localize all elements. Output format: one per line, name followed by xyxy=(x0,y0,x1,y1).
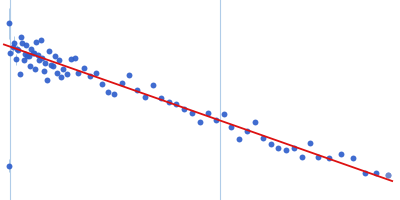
Point xyxy=(11,41,17,44)
Point xyxy=(260,136,266,139)
Point xyxy=(50,65,56,68)
Point xyxy=(31,51,37,54)
Point xyxy=(16,72,23,76)
Point xyxy=(212,118,219,121)
Point xyxy=(205,111,211,115)
Point xyxy=(307,141,313,144)
Point xyxy=(350,156,356,160)
Point xyxy=(38,38,44,41)
Point xyxy=(18,35,24,38)
Point xyxy=(326,157,333,160)
Point xyxy=(283,149,290,152)
Point xyxy=(58,76,64,79)
Point xyxy=(197,121,203,124)
Point xyxy=(29,52,36,55)
Point xyxy=(134,88,140,91)
Point xyxy=(118,82,125,85)
Point xyxy=(67,57,74,60)
Point xyxy=(99,82,105,85)
Point xyxy=(6,21,12,25)
Point xyxy=(48,63,54,66)
Point xyxy=(142,96,148,99)
Point xyxy=(267,142,274,145)
Point xyxy=(236,137,242,141)
Point xyxy=(291,147,297,150)
Point xyxy=(71,57,78,60)
Point xyxy=(12,58,19,61)
Point xyxy=(27,65,33,68)
Point xyxy=(373,172,380,175)
Point xyxy=(41,70,47,73)
Point xyxy=(42,61,49,64)
Point xyxy=(54,72,60,75)
Point xyxy=(150,83,156,87)
Point xyxy=(220,113,227,116)
Point xyxy=(24,55,31,58)
Point xyxy=(166,100,172,103)
Point xyxy=(22,53,28,56)
Point xyxy=(52,54,58,57)
Point xyxy=(39,57,46,60)
Point xyxy=(275,147,282,150)
Point xyxy=(244,129,250,132)
Point xyxy=(81,66,88,69)
Point xyxy=(26,55,32,58)
Point xyxy=(110,93,117,96)
Point xyxy=(46,50,52,53)
Point xyxy=(6,164,12,167)
Point xyxy=(19,41,25,44)
Point xyxy=(14,47,20,51)
Point xyxy=(338,153,344,156)
Point xyxy=(252,121,258,124)
Point xyxy=(36,59,42,62)
Point xyxy=(15,48,22,51)
Point xyxy=(32,67,38,70)
Point xyxy=(56,59,62,62)
Point xyxy=(105,90,111,93)
Point xyxy=(228,125,234,128)
Point xyxy=(93,72,99,75)
Point xyxy=(314,155,321,158)
Point xyxy=(385,173,392,177)
Point xyxy=(28,48,34,51)
Point xyxy=(23,44,29,47)
Point xyxy=(158,97,164,100)
Point xyxy=(7,51,13,55)
Point xyxy=(20,58,27,62)
Point xyxy=(35,54,41,57)
Point xyxy=(189,111,195,114)
Point xyxy=(33,40,40,43)
Point xyxy=(299,155,305,158)
Point xyxy=(362,171,368,174)
Point xyxy=(126,73,133,76)
Point xyxy=(385,173,392,177)
Point xyxy=(9,45,16,49)
Point xyxy=(173,102,180,105)
Point xyxy=(75,71,82,74)
Point xyxy=(60,68,66,71)
Point xyxy=(87,74,93,78)
Point xyxy=(44,78,50,81)
Point xyxy=(181,107,188,110)
Point xyxy=(64,72,70,76)
